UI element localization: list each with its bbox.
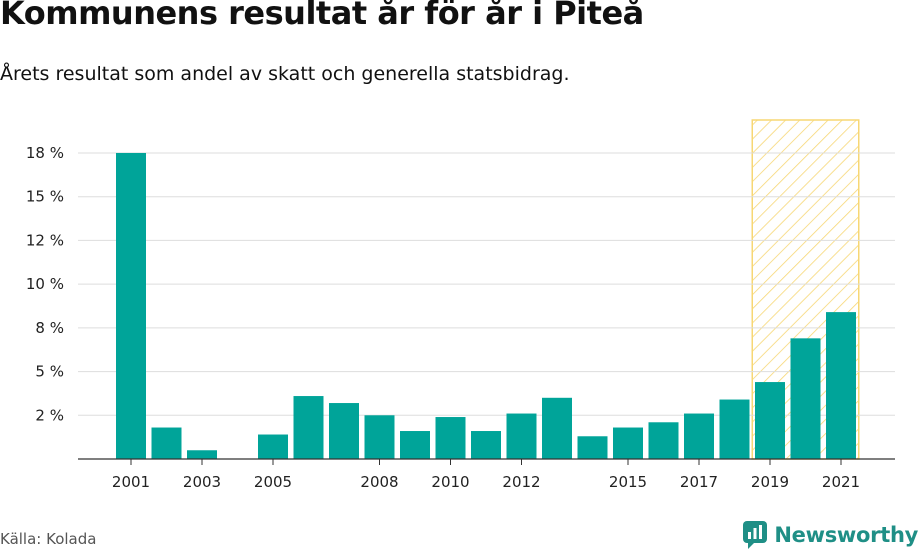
bar-2020: [790, 338, 821, 459]
x-tick-label: 2021: [822, 473, 860, 491]
x-tick-label: 2010: [431, 473, 469, 491]
bar-2013: [542, 397, 572, 459]
bar-2005: [258, 434, 288, 459]
newsworthy-logo: Newsworthy: [742, 520, 918, 550]
bar-2016: [648, 422, 679, 459]
x-tick-label: 2015: [609, 473, 647, 491]
chart-title: Kommunens resultat år för år i Piteå: [0, 0, 644, 32]
y-tick-label: 10 %: [26, 275, 64, 293]
y-tick-label: 2 %: [35, 406, 64, 424]
bar-2012: [506, 413, 537, 459]
x-tick-label: 2005: [254, 473, 292, 491]
y-tick-label: 12 %: [26, 231, 64, 249]
y-tick-label: 15 %: [26, 188, 64, 206]
bar-2007: [329, 403, 359, 459]
bar-2015: [613, 427, 643, 459]
bar-2021: [826, 312, 856, 459]
chart-subtitle: Årets resultat som andel av skatt och ge…: [0, 63, 570, 85]
bar-2019: [755, 382, 785, 459]
bar-2018: [719, 399, 750, 459]
y-tick-label: 8 %: [35, 319, 64, 337]
y-tick-label: 5 %: [35, 363, 64, 381]
bar-2011: [471, 431, 501, 459]
x-tick-label: 2012: [502, 473, 540, 491]
bar-2009: [400, 431, 430, 459]
bar-2003: [187, 450, 217, 459]
source-note: Källa: Kolada: [0, 530, 97, 548]
x-tick-label: 2019: [751, 473, 789, 491]
x-tick-label: 2008: [360, 473, 398, 491]
bar-2014: [577, 436, 608, 459]
bar-chart: 2 % 5 % 8 % 10 % 12 % 15 % 18 % 2001 2003 2005 20…: [26, 119, 895, 491]
x-tick-label: 2017: [680, 473, 718, 491]
bar-2001: [116, 152, 146, 459]
bar-2010: [435, 417, 466, 459]
bar-chart-speech-bubble-icon: [743, 521, 768, 549]
x-tick-label: 2003: [183, 473, 221, 491]
bar-2006: [293, 396, 324, 459]
y-tick-label: 18 %: [26, 144, 64, 162]
x-tick-label: 2001: [112, 473, 150, 491]
brand-name: Newsworthy: [774, 523, 918, 547]
bar-2008: [364, 415, 395, 459]
bar-2002: [151, 427, 182, 459]
bar-2017: [684, 413, 714, 459]
